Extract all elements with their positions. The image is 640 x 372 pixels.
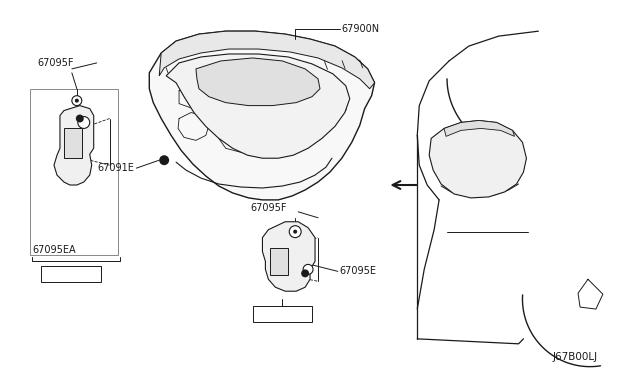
Text: 67095EA: 67095EA (32, 244, 76, 254)
Text: 66901: 66901 (56, 269, 86, 279)
Text: 67095E: 67095E (340, 266, 377, 276)
Circle shape (159, 155, 169, 165)
Text: 67095F: 67095F (250, 203, 287, 213)
Text: 67900N: 67900N (342, 24, 380, 34)
Bar (30, 89, 118, 256)
FancyBboxPatch shape (41, 266, 100, 282)
Circle shape (289, 226, 301, 238)
Circle shape (78, 116, 90, 128)
Circle shape (301, 269, 309, 277)
FancyBboxPatch shape (253, 306, 312, 322)
Polygon shape (196, 58, 320, 106)
Text: 66900: 66900 (267, 309, 298, 319)
Circle shape (293, 230, 297, 234)
Text: 67091E: 67091E (97, 163, 134, 173)
Polygon shape (166, 54, 350, 158)
Circle shape (303, 264, 313, 274)
Text: J67B00LJ: J67B00LJ (553, 352, 598, 362)
Circle shape (76, 115, 84, 122)
Polygon shape (149, 31, 374, 200)
Polygon shape (429, 121, 527, 198)
Bar (64, 128, 82, 158)
Bar (270, 247, 288, 275)
Polygon shape (159, 31, 374, 89)
Circle shape (72, 96, 82, 106)
Polygon shape (54, 106, 93, 185)
Polygon shape (444, 121, 515, 137)
Polygon shape (262, 222, 315, 291)
Text: 67095F: 67095F (37, 58, 74, 68)
Circle shape (75, 99, 79, 103)
